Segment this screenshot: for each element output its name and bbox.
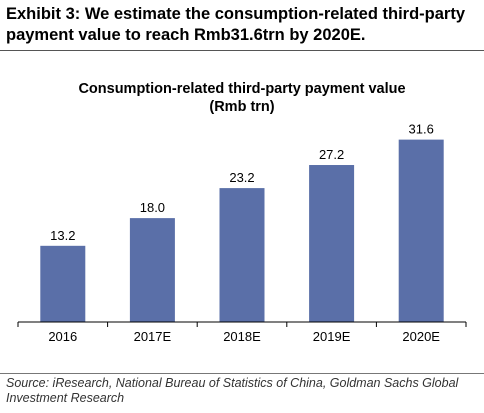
bar-value-label: 31.6 <box>409 122 434 137</box>
x-axis-ticks <box>17 322 467 327</box>
x-tick-label: 2018E <box>223 329 261 344</box>
source-note: Source: iResearch, National Bureau of St… <box>6 376 459 405</box>
x-axis-tick-labels: 2016 2017E 2018E 2019E 2020E <box>48 329 440 344</box>
x-tick-label: 2020E <box>402 329 440 344</box>
exhibit-title: Exhibit 3: We estimate the consumption-r… <box>6 5 466 44</box>
bar-value-labels: 13.2 18.0 23.2 27.2 31.6 <box>50 122 434 243</box>
bar-2018E <box>219 188 265 322</box>
bar-2017E <box>129 218 175 322</box>
bar-value-label: 18.0 <box>140 200 165 215</box>
bar-2020E <box>398 139 444 322</box>
bar-value-label: 27.2 <box>319 147 344 162</box>
x-tick-label: 2017E <box>134 329 172 344</box>
x-tick-label: 2016 <box>48 329 77 344</box>
bar-value-label: 13.2 <box>50 228 75 243</box>
source-divider <box>0 373 484 374</box>
chart-subtitle: (Rmb trn) <box>209 99 274 115</box>
x-tick-label: 2019E <box>313 329 351 344</box>
bar-2016 <box>40 245 86 322</box>
bar-group <box>40 139 444 322</box>
chart-title: Consumption-related third-party payment … <box>78 81 405 97</box>
title-divider <box>0 50 484 51</box>
bar-2019E <box>309 165 355 322</box>
bar-value-label: 23.2 <box>229 170 254 185</box>
